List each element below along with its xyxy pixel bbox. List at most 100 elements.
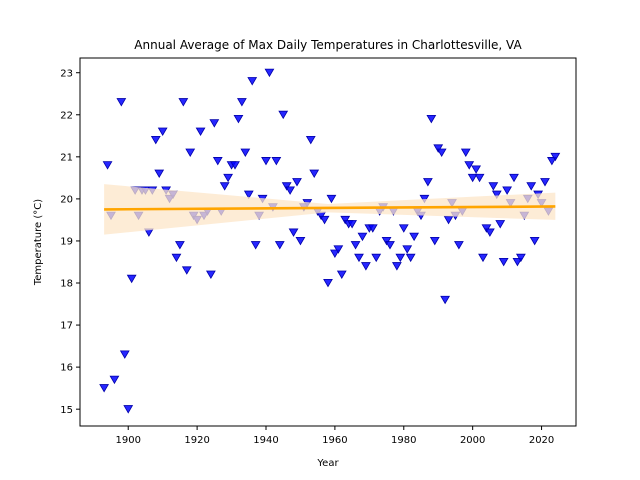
data-point (478, 253, 488, 263)
data-point (288, 228, 299, 237)
data-point (205, 270, 216, 279)
data-point (357, 232, 368, 242)
data-point (247, 77, 258, 86)
y-tick-label: 22 (60, 110, 73, 121)
data-point (350, 241, 361, 250)
y-tick-label: 21 (60, 152, 73, 163)
data-point (471, 165, 482, 174)
data-point (150, 136, 161, 145)
data-point (453, 241, 464, 250)
data-point (540, 178, 550, 187)
data-point (261, 157, 271, 166)
data-point (281, 182, 292, 191)
data-point (381, 236, 392, 246)
data-point (467, 173, 478, 183)
y-tick-label: 18 (60, 279, 73, 290)
x-tick-label: 1900 (115, 435, 140, 446)
data-point (336, 270, 347, 279)
data-point (323, 279, 333, 288)
data-point (498, 257, 509, 267)
data-point (385, 241, 395, 250)
data-point (292, 178, 302, 187)
data-point (474, 173, 485, 183)
data-point (230, 161, 240, 170)
data-point (116, 98, 127, 107)
data-point (154, 169, 165, 179)
data-point (240, 148, 251, 158)
data-point (333, 245, 344, 254)
data-point (174, 241, 185, 250)
data-point (484, 228, 495, 237)
data-point (550, 152, 561, 162)
y-axis-label: Temperature (°C) (33, 199, 44, 286)
data-point (488, 182, 499, 191)
data-point (422, 178, 433, 187)
data-point (157, 127, 168, 136)
x-tick-label: 1940 (253, 435, 278, 446)
data-point (429, 236, 440, 246)
data-point (219, 182, 230, 191)
plot-frame (79, 57, 577, 427)
data-point (264, 68, 275, 78)
data-point (123, 405, 134, 414)
y-axis: 15 16 17 18 19 20 21 22 23 (60, 68, 80, 416)
data-point (181, 266, 192, 275)
x-tick-label: 1960 (322, 435, 347, 446)
data-point (243, 190, 254, 200)
data-point (398, 224, 409, 233)
data-point (119, 350, 130, 359)
data-point (436, 148, 447, 158)
y-tick-label: 20 (60, 194, 73, 205)
data-point (419, 194, 430, 204)
data-point (409, 232, 420, 242)
data-point (495, 220, 506, 229)
data-point (367, 224, 378, 233)
data-point (464, 161, 475, 170)
data-point (546, 157, 557, 166)
x-tick-label: 2000 (460, 435, 485, 446)
data-point (178, 98, 189, 107)
data-point (223, 173, 234, 183)
data-point (185, 148, 196, 158)
data-point (402, 245, 413, 254)
data-point (509, 173, 519, 183)
data-point (126, 274, 137, 284)
y-tick-label: 23 (60, 68, 73, 79)
data-point (433, 144, 444, 153)
x-tick-label: 1920 (184, 435, 209, 446)
data-point (319, 215, 330, 225)
data-point (354, 253, 364, 263)
data-point (460, 148, 471, 158)
data-point (109, 375, 120, 385)
trend-line (104, 205, 556, 211)
data-point (371, 253, 382, 263)
data-point (515, 253, 526, 263)
y-tick-label: 19 (60, 237, 73, 248)
data-point (426, 114, 437, 124)
data-point (209, 119, 220, 128)
data-point (171, 253, 182, 263)
data-point (278, 110, 289, 120)
data-point (391, 262, 402, 271)
data-point (271, 157, 282, 166)
y-tick-label: 17 (60, 321, 73, 332)
data-point (512, 257, 523, 267)
data-point (326, 194, 337, 204)
chart-title: Annual Average of Max Daily Temperatures… (134, 38, 522, 52)
data-point (102, 161, 113, 170)
data-point (526, 182, 537, 191)
data-point (285, 186, 296, 195)
x-tick-label: 1980 (391, 435, 416, 446)
data-point (347, 220, 358, 229)
data-point (236, 98, 247, 107)
data-point (340, 215, 351, 225)
x-axis-label: Year (316, 458, 339, 469)
data-point (502, 186, 513, 195)
data-point (491, 190, 502, 200)
data-point (309, 169, 320, 179)
y-tick-label: 16 (60, 363, 73, 374)
x-tick-label: 2020 (529, 435, 554, 446)
data-point (329, 249, 340, 258)
